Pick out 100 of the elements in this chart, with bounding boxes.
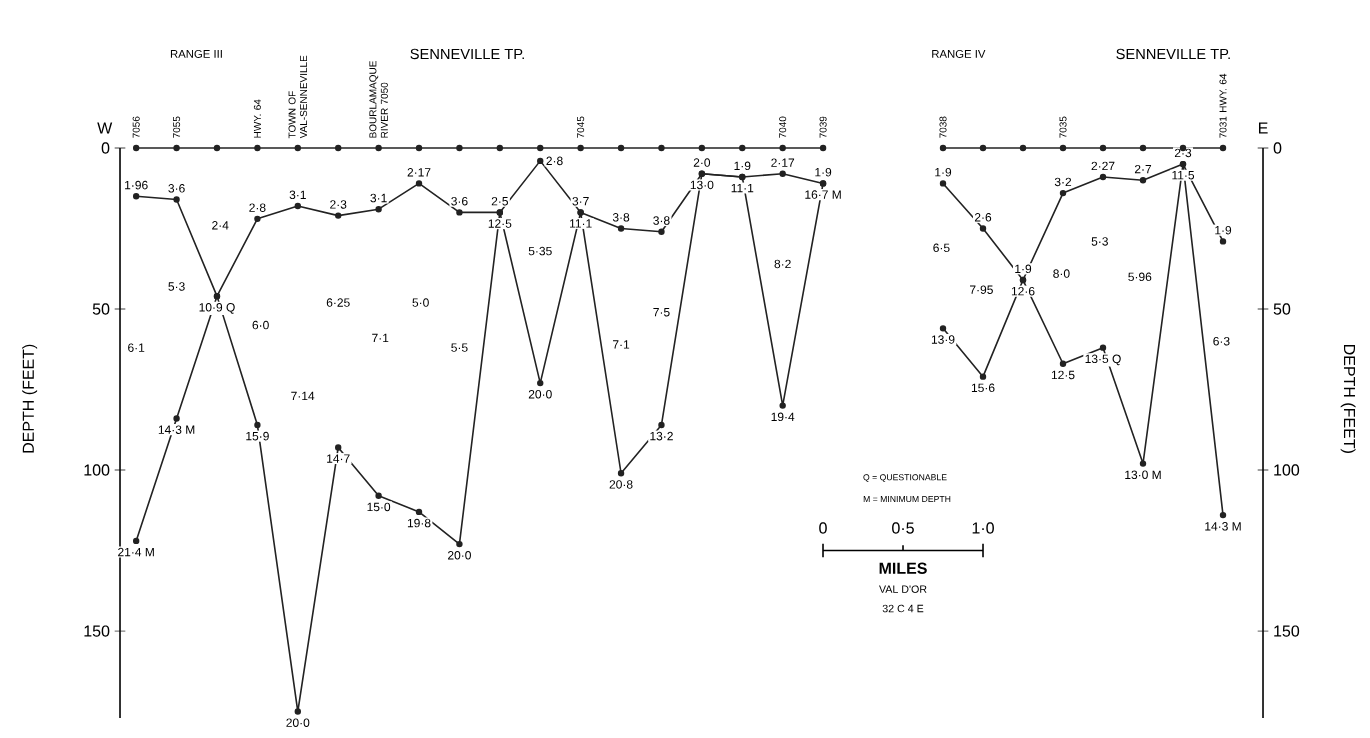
annotation: 2·4 <box>212 221 229 230</box>
annotation: 19·8 <box>407 518 431 528</box>
annotation: 21·4 M <box>118 547 154 557</box>
text: 0·5 <box>892 522 914 534</box>
y-tick-label: 150 <box>84 625 110 637</box>
annotation: 2·3 <box>330 200 347 209</box>
annotation: 20·0 <box>448 551 471 560</box>
text: E <box>1258 122 1268 134</box>
annotation: 6·1 <box>128 343 145 352</box>
annotation: 20·0 <box>528 390 552 399</box>
annotation: 7·14 <box>291 391 315 401</box>
annotation: 5·96 <box>1128 272 1152 282</box>
text: 32 C 4 E <box>882 604 924 613</box>
annotation: 19·4 <box>771 412 795 422</box>
annotation: 2·17 <box>771 158 795 167</box>
y-tick-label: 100 <box>1274 464 1300 476</box>
x-tick-label: 7045 <box>577 116 585 138</box>
annotation: 13·9 <box>931 335 955 344</box>
annotation: 6·3 <box>1213 336 1230 346</box>
annotation: 6·0 <box>252 320 269 330</box>
x-tick-label: BOURLAMAQUE RIVER 7050 <box>369 61 388 138</box>
annotation: 5·5 <box>451 343 468 352</box>
x-tick-label: 7055 <box>173 116 181 138</box>
annotation: 1·9 <box>734 161 751 171</box>
text: VAL D'OR <box>879 585 927 593</box>
annotation: 2·8 <box>546 156 563 166</box>
y-tick-label: 50 <box>1273 303 1291 315</box>
annotation: 3·6 <box>451 196 468 206</box>
annotation: 7·95 <box>970 285 993 294</box>
y-tick-label: 50 <box>92 303 110 315</box>
x-tick-label: TOWN OF VAL-SENNEVILLE <box>288 55 308 139</box>
annotation: 3·1 <box>289 190 306 200</box>
annotation: 12·5 <box>488 219 512 228</box>
annotation: 13·0 <box>690 180 714 190</box>
x-tick-label: 7056 <box>132 116 140 138</box>
annotation: M = MINIMUM DEPTH <box>863 495 951 503</box>
annotation: 11·1 <box>570 219 592 228</box>
annotation: 6·25 <box>326 298 350 307</box>
x-tick-label: 7038 <box>939 116 947 138</box>
annotation: 14·7 <box>327 454 350 463</box>
annotation: 7·1 <box>612 340 630 349</box>
annotation: 13·5 Q <box>1085 354 1121 366</box>
annotation: 3·7 <box>572 196 589 206</box>
y-tick-label: 150 <box>1274 625 1300 637</box>
annotation: 3·8 <box>653 216 670 225</box>
annotation: 5·0 <box>412 298 429 307</box>
annotation: 8·2 <box>774 259 791 269</box>
annotation: 15·0 <box>367 502 391 512</box>
annotation: 1·9 <box>935 167 952 177</box>
annotation: 16·7 M <box>805 190 841 199</box>
annotation: 2·5 <box>491 196 508 206</box>
annotation: Q = QUESTIONABLE <box>863 474 947 482</box>
text: W <box>97 122 113 134</box>
annotation: 1·96 <box>125 180 148 190</box>
x-tick-label: 7040 <box>779 116 787 138</box>
y-axis-title: DEPTH (FEET) <box>1340 345 1356 453</box>
annotation: 0 <box>819 522 827 534</box>
annotation: 7·5 <box>653 308 670 317</box>
chart-subtitle: RANGE III <box>170 49 222 58</box>
annotation: 1·9 <box>1015 264 1032 274</box>
annotation: 5·3 <box>1091 237 1108 246</box>
annotation: 20·8 <box>609 480 633 489</box>
annotation: 3·6 <box>168 184 185 193</box>
annotation: 2·17 <box>407 168 431 177</box>
annotation: 7·1 <box>372 333 389 343</box>
annotation: 15·6 <box>971 383 995 393</box>
annotation: 6·5 <box>933 243 950 253</box>
text: MILES <box>879 562 927 574</box>
annotation: 12·6 <box>1011 286 1035 296</box>
text: 20·0 <box>286 718 310 727</box>
chart-subtitle: RANGE IV <box>932 49 986 58</box>
annotation: 5·35 <box>528 246 552 256</box>
x-tick-label: 7035 <box>1059 116 1067 138</box>
annotation: 10·9 Q <box>199 303 235 314</box>
annotation: 14·3 M <box>158 425 195 434</box>
annotation: 1·0 <box>972 522 994 534</box>
annotation: 2·7 <box>1134 164 1152 174</box>
y-axis-title: DEPTH (FEET) <box>22 344 38 453</box>
annotation: 15·9 <box>246 431 269 441</box>
annotation: 14·3 M <box>1205 522 1241 531</box>
x-tick-label: 7031 HWY. 64 <box>1219 73 1227 138</box>
chart-title: SENNEVILLE TP. <box>1116 48 1230 60</box>
annotation: 3·2 <box>1054 177 1072 187</box>
y-tick-label: 0 <box>1273 142 1282 154</box>
x-tick-label: 7039 <box>819 116 827 138</box>
annotation: 12·5 <box>1051 370 1075 380</box>
annotation: 3·1 <box>370 193 387 203</box>
x-tick-label: HWY. 64 <box>253 99 261 138</box>
annotation: 5·3 <box>168 282 185 291</box>
annotation: 2·8 <box>249 203 266 212</box>
annotation: 2·3 <box>1174 148 1192 158</box>
y-tick-label: 0 <box>101 142 110 154</box>
annotation: 13·0 M <box>1125 470 1161 480</box>
annotation: 3·8 <box>612 213 630 222</box>
annotation: 2·0 <box>693 158 711 167</box>
annotation: 2·27 <box>1091 161 1115 171</box>
annotation: 1·9 <box>1215 225 1232 235</box>
annotation: 13·2 <box>650 431 673 441</box>
annotation: 1·9 <box>815 167 832 177</box>
annotation: 11·5 <box>1172 171 1195 180</box>
